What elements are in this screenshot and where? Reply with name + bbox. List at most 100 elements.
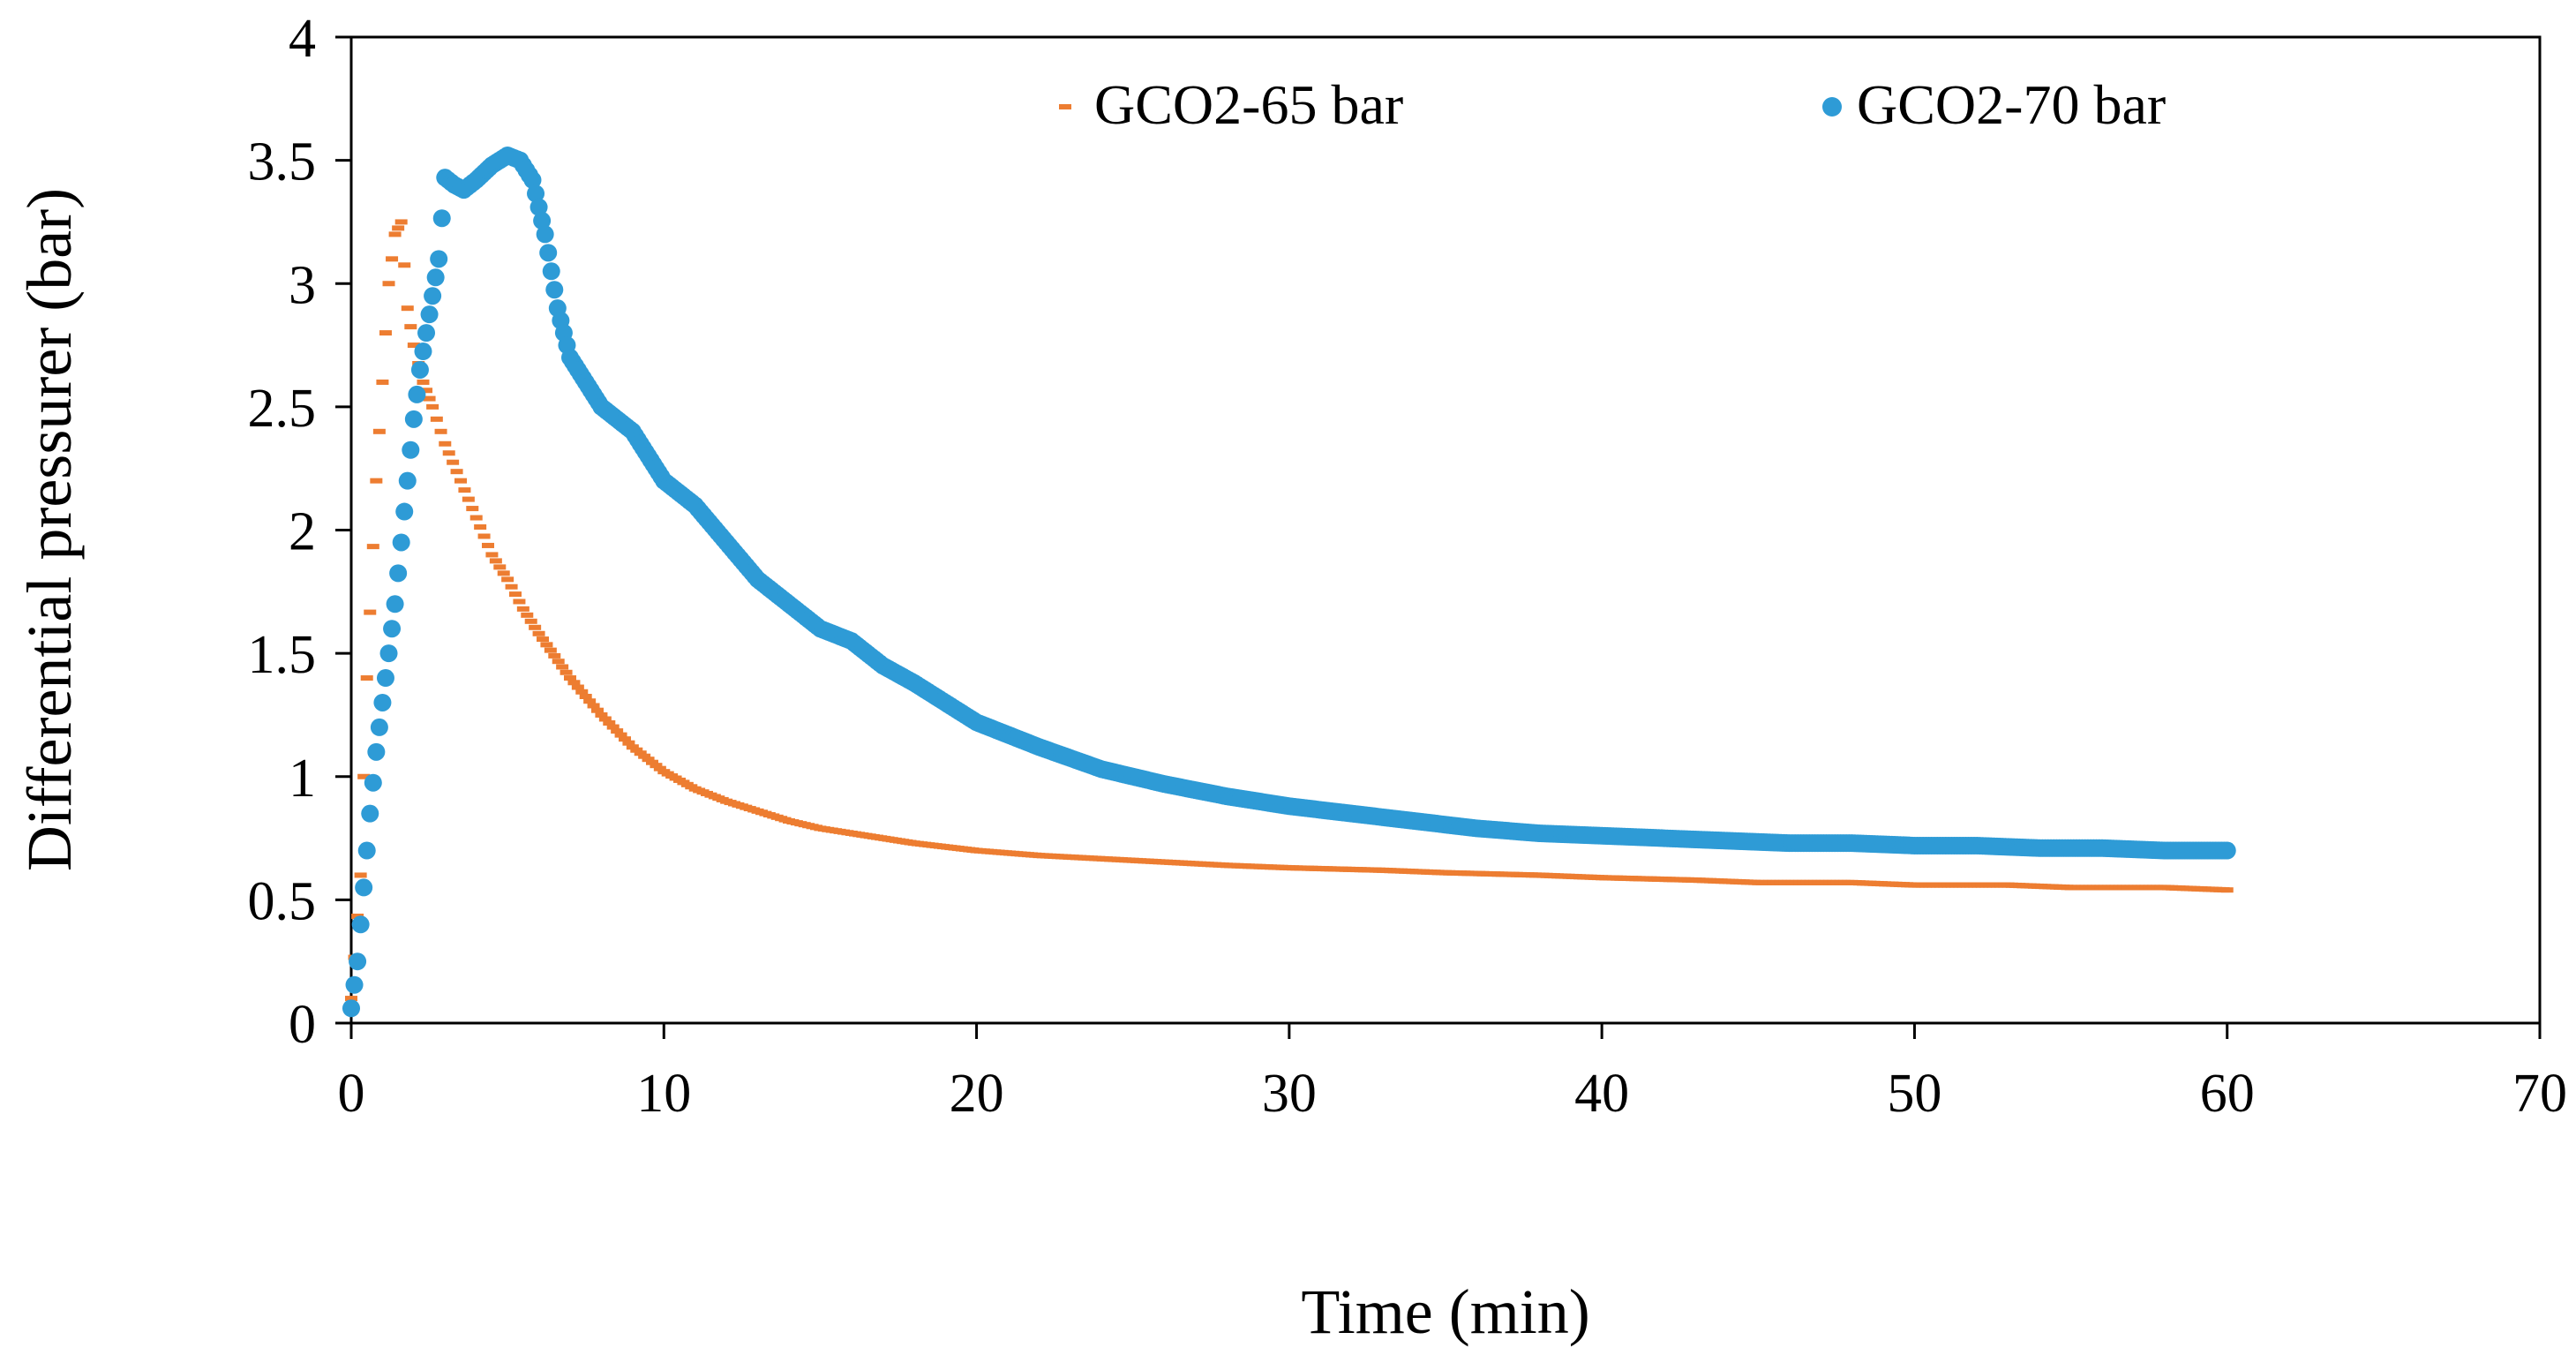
- data-point-70: [386, 595, 404, 613]
- legend-marker-gco2-70: [1822, 97, 1842, 117]
- data-point-65: [404, 324, 417, 330]
- y-axis: 0 0.5 1 1.5 2 2.5 3 3.5 4: [248, 9, 351, 1055]
- data-point-65: [376, 379, 389, 385]
- data-point-65: [642, 757, 655, 763]
- data-point-65: [345, 996, 357, 1002]
- data-point-65: [603, 720, 616, 726]
- data-point-70: [376, 669, 394, 688]
- data-point-70: [373, 693, 392, 711]
- x-tick-label: 60: [2200, 1064, 2255, 1124]
- data-point-65: [622, 740, 635, 746]
- data-point-70: [398, 471, 417, 490]
- data-point-65: [544, 647, 557, 653]
- data-point-70: [430, 250, 448, 268]
- data-point-65: [469, 515, 483, 521]
- x-tick-label: 50: [1887, 1064, 1941, 1124]
- data-point-70: [395, 502, 414, 521]
- data-point-70: [533, 212, 552, 230]
- data-point-70: [345, 975, 364, 994]
- legend-label-gco2-65: GCO2-65 bar: [1094, 73, 1403, 136]
- data-point-65: [630, 747, 643, 753]
- data-point-65: [454, 478, 467, 484]
- data-point-65: [583, 698, 597, 704]
- data-point-65: [524, 618, 537, 624]
- y-tick-label: 0.5: [248, 871, 317, 931]
- x-tick-label: 10: [636, 1064, 691, 1124]
- data-point-65: [417, 379, 430, 385]
- y-tick-label: 2: [289, 502, 316, 562]
- data-point-65: [516, 606, 529, 612]
- data-point-65: [564, 675, 576, 681]
- data-point-70: [426, 268, 445, 287]
- data-point-65: [447, 459, 460, 465]
- data-point-65: [477, 533, 491, 539]
- data-point-70: [383, 620, 402, 638]
- legend-label-gco2-70: GCO2-70 bar: [1857, 73, 2166, 136]
- data-point-70: [402, 440, 420, 459]
- data-point-65: [398, 262, 411, 268]
- data-point-70: [432, 209, 451, 228]
- data-point-65: [462, 496, 475, 502]
- data-point-65: [571, 684, 584, 690]
- data-point-65: [521, 612, 534, 618]
- data-point-65: [606, 724, 620, 730]
- data-point-65: [614, 732, 627, 738]
- data-point-65: [653, 765, 666, 772]
- data-point-65: [407, 342, 420, 349]
- data-point-65: [497, 570, 510, 576]
- data-point-70: [351, 915, 370, 934]
- data-point-65: [442, 450, 455, 456]
- data-point-65: [423, 395, 436, 402]
- y-tick-label: 0: [289, 995, 316, 1055]
- data-point-65: [513, 598, 526, 605]
- data-point-65: [540, 642, 553, 648]
- data-point-70: [2218, 841, 2236, 860]
- data-point-65: [485, 552, 499, 558]
- data-point-70: [357, 841, 376, 860]
- data-point-65: [548, 652, 561, 659]
- data-point-65: [379, 330, 392, 336]
- data-point-65: [426, 403, 439, 410]
- data-point-70: [414, 342, 432, 361]
- data-point-65: [529, 624, 542, 630]
- x-tick-label: 20: [950, 1064, 1004, 1124]
- data-point-65: [567, 680, 581, 686]
- data-point-70: [539, 244, 558, 262]
- data-point-65: [595, 711, 608, 718]
- y-tick-label: 1: [289, 749, 316, 809]
- data-point-65: [505, 583, 518, 590]
- data-point-65: [382, 281, 395, 287]
- data-point-65: [372, 428, 386, 434]
- y-tick-label: 1.5: [248, 625, 317, 685]
- data-point-65: [591, 707, 604, 713]
- y-tick-label: 3.5: [248, 132, 317, 192]
- data-point-65: [401, 305, 414, 312]
- series-layer: [342, 147, 2236, 1018]
- data-point-70: [408, 385, 426, 403]
- data-point-70: [389, 564, 408, 583]
- data-point-65: [392, 225, 405, 231]
- data-point-70: [527, 184, 545, 203]
- data-point-65: [493, 564, 507, 570]
- data-point-65: [598, 716, 612, 722]
- data-point-70: [355, 878, 373, 897]
- data-point-65: [366, 544, 379, 550]
- data-point-70: [361, 804, 379, 823]
- data-point-70: [536, 225, 554, 244]
- data-point-65: [450, 469, 463, 475]
- data-point-65: [430, 416, 443, 422]
- data-point-65: [357, 773, 371, 779]
- data-point-65: [482, 542, 494, 548]
- data-point-70: [379, 644, 398, 663]
- data-point-65: [388, 231, 402, 237]
- data-point-65: [638, 753, 651, 759]
- legend-marker-gco2-65: [1059, 104, 1071, 109]
- y-tick-label: 4: [289, 9, 316, 69]
- data-point-70: [367, 742, 386, 761]
- data-point-65: [619, 736, 631, 742]
- x-tick-label: 70: [2512, 1064, 2567, 1124]
- data-point-65: [626, 744, 639, 750]
- data-point-65: [420, 388, 433, 394]
- x-tick-label: 40: [1574, 1064, 1629, 1124]
